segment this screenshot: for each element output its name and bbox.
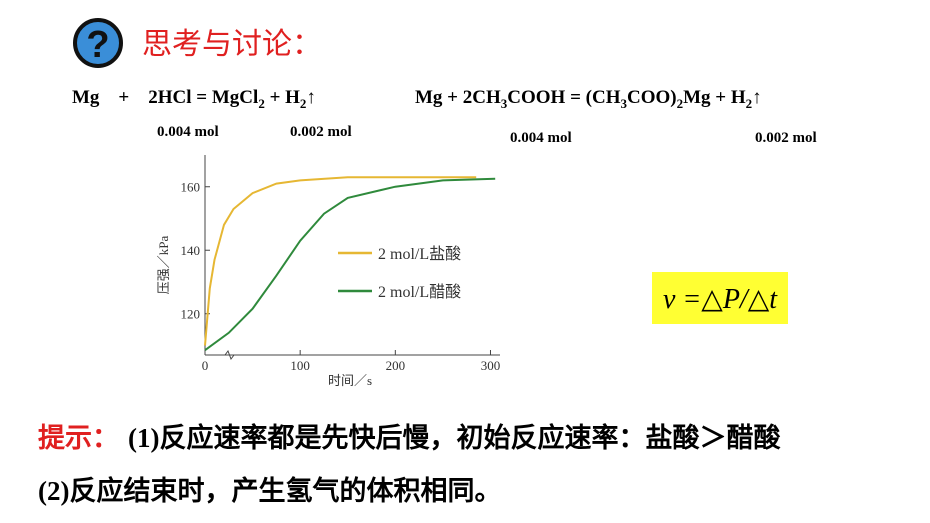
subscript: 2 bbox=[746, 96, 753, 111]
x-tick-label: 100 bbox=[290, 358, 310, 373]
axis-break bbox=[224, 349, 235, 361]
subscript: 3 bbox=[620, 96, 627, 111]
subscript: 2 bbox=[677, 96, 684, 111]
equation-part: ↑ bbox=[752, 87, 762, 108]
equation-part: Mg + 2HCl = MgCl bbox=[72, 87, 258, 108]
y-tick-label: 140 bbox=[181, 243, 201, 258]
equation-part: ↑ bbox=[306, 87, 316, 108]
y-tick-label: 160 bbox=[181, 180, 201, 195]
slide-title: 思考与讨论： bbox=[142, 28, 322, 61]
hint-line: (1)反应速率都是先快后慢，初始反应速率：盐酸＞醋酸 bbox=[128, 422, 781, 453]
subscript: 2 bbox=[258, 96, 265, 111]
amount: 0.002 mol bbox=[290, 124, 352, 140]
series-line bbox=[204, 177, 496, 352]
x-tick-label: 200 bbox=[386, 358, 406, 373]
equation-part: + H bbox=[265, 87, 300, 108]
equation-text: Mg + 2HCl = MgCl2 + H2↑ bbox=[72, 87, 316, 111]
y-tick-label: 120 bbox=[181, 307, 201, 322]
chart: 120 140 160 0 100 200 300 时间／s 压强／kPa 2 mol/L盐酸 2 … bbox=[156, 155, 500, 388]
y-axis-label: 压强／kPa bbox=[156, 236, 171, 295]
equation-part: COOH = (CH bbox=[507, 87, 620, 108]
subscript: 3 bbox=[501, 96, 508, 111]
amount: 0.004 mol bbox=[157, 124, 219, 140]
amount: 0.004 mol bbox=[510, 130, 572, 146]
amount: 0.002 mol bbox=[755, 130, 817, 146]
equation-part: Mg + H bbox=[683, 87, 746, 108]
equation: Mg + 2HCl = MgCl2 + H2↑ bbox=[72, 87, 316, 111]
question-icon bbox=[73, 18, 123, 68]
legend-label: 2 mol/L盐酸 bbox=[378, 245, 461, 263]
equation-part: COO) bbox=[627, 87, 677, 108]
x-tick-label: 0 bbox=[202, 358, 209, 373]
series-line bbox=[204, 176, 477, 346]
subscript: 2 bbox=[300, 96, 307, 111]
icon-glyph: ? bbox=[86, 24, 109, 66]
legend-label: 2 mol/L醋酸 bbox=[378, 283, 461, 301]
formula: v =△P/△t bbox=[663, 284, 778, 315]
equation-text: Mg + 2CH3COOH = (CH3COO)2Mg + H2↑ bbox=[415, 87, 762, 111]
hint-label: 提示： bbox=[38, 423, 119, 453]
equation-part: Mg + 2CH bbox=[415, 87, 501, 108]
formula-box bbox=[652, 272, 788, 324]
x-axis-label: 时间／s bbox=[328, 373, 372, 388]
equation: Mg + 2CH3COOH = (CH3COO)2Mg + H2↑ bbox=[415, 87, 762, 111]
x-tick-label: 300 bbox=[481, 358, 501, 373]
hint-line: (2)反应结束时，产生氢气的体积相同。 bbox=[38, 475, 501, 506]
